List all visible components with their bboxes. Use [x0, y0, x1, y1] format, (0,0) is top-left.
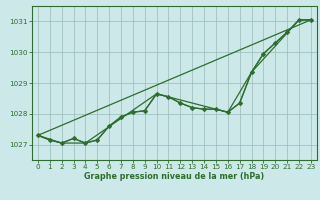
X-axis label: Graphe pression niveau de la mer (hPa): Graphe pression niveau de la mer (hPa) [84, 172, 265, 181]
